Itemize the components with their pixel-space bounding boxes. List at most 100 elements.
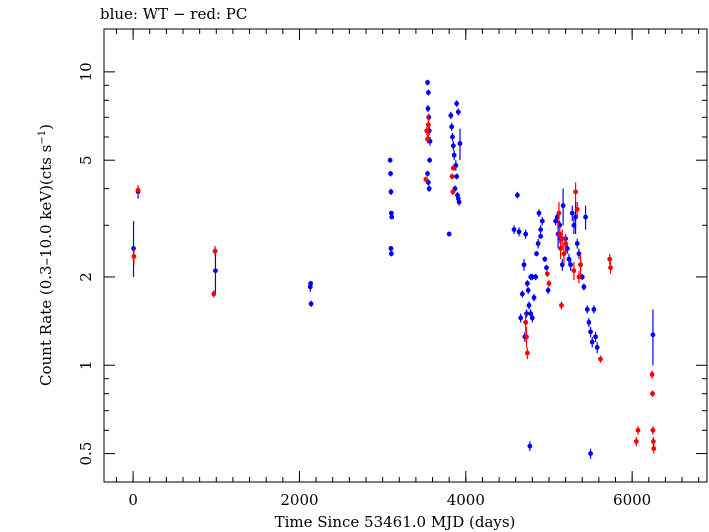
data-point — [523, 319, 529, 325]
data-point — [518, 315, 524, 321]
data-point — [535, 241, 541, 246]
data-point — [449, 174, 455, 179]
data-point — [574, 241, 580, 246]
data-point — [542, 256, 548, 262]
data-point — [426, 186, 432, 192]
y-axis-ticks: 0.5 1 2 5 10 — [77, 62, 707, 483]
data-point — [451, 152, 457, 158]
data-point — [455, 109, 461, 115]
y-tick-label: 1 — [77, 360, 95, 370]
x-tick-label: 4000 — [447, 491, 485, 509]
data-point — [574, 206, 580, 212]
data-series — [131, 79, 657, 459]
data-point — [427, 157, 433, 163]
plot-frame — [103, 28, 708, 483]
data-point — [387, 157, 393, 163]
data-point — [425, 90, 431, 95]
data-point — [425, 122, 431, 128]
data-point — [450, 165, 456, 171]
data-point — [569, 210, 575, 216]
y-tick-label: 10 — [77, 62, 95, 81]
data-point — [651, 446, 657, 451]
data-point — [388, 189, 394, 195]
data-point — [578, 262, 583, 268]
data-point — [559, 236, 565, 242]
data-point — [568, 262, 573, 268]
data-point — [544, 271, 550, 277]
data-point — [529, 274, 535, 280]
data-point — [533, 274, 539, 280]
data-point — [571, 268, 577, 274]
series-pc — [131, 113, 657, 454]
data-point — [588, 329, 593, 335]
y-tick-label: 0.5 — [77, 442, 95, 466]
data-point — [583, 214, 588, 220]
data-point — [539, 218, 545, 224]
data-point — [584, 307, 590, 312]
data-point — [594, 345, 600, 350]
data-point — [633, 439, 639, 444]
data-point — [545, 287, 551, 293]
chart-title: blue: WT − red: PC — [100, 5, 247, 23]
data-point — [511, 227, 517, 232]
data-point — [581, 284, 587, 290]
y-axis-label: Count Rate (0.3–10.0 keV)(cts s−1) — [37, 124, 55, 386]
data-point — [135, 187, 141, 193]
data-point — [546, 281, 552, 286]
data-point — [538, 233, 544, 239]
data-point — [573, 189, 578, 195]
data-point — [212, 248, 218, 254]
y-axis-label-superscript: −1 — [37, 130, 48, 145]
data-point — [586, 319, 592, 325]
data-point — [388, 246, 394, 251]
data-point — [559, 302, 564, 308]
data-point — [544, 265, 549, 271]
data-point — [425, 80, 430, 85]
x-axis-label: Time Since 53461.0 MJD (days) — [275, 513, 516, 531]
y-axis-label-end: ) — [37, 124, 55, 130]
data-point — [450, 134, 455, 140]
data-point — [556, 210, 562, 216]
data-point — [308, 281, 314, 286]
x-tick-label: 0 — [128, 491, 138, 509]
data-point — [388, 210, 394, 216]
data-point — [449, 124, 455, 130]
data-point — [650, 427, 656, 433]
data-point — [560, 203, 566, 209]
data-point — [593, 334, 598, 340]
data-point — [524, 281, 530, 286]
data-point — [388, 171, 393, 177]
data-point — [457, 141, 463, 146]
data-point — [588, 451, 593, 456]
x-axis-ticks: 0 2000 4000 6000 — [115, 29, 700, 509]
data-point — [524, 334, 529, 340]
data-point — [389, 214, 395, 220]
data-point — [514, 192, 520, 198]
data-point — [450, 189, 456, 195]
data-point — [308, 301, 314, 307]
data-point — [388, 251, 394, 257]
data-point — [131, 253, 137, 259]
data-point — [521, 262, 527, 268]
data-point — [531, 295, 537, 301]
data-point — [454, 101, 460, 106]
data-point — [425, 136, 430, 142]
data-point — [448, 113, 454, 118]
data-point — [523, 231, 529, 237]
data-point — [529, 315, 535, 321]
data-point — [536, 210, 542, 216]
data-point — [563, 241, 569, 246]
data-point — [538, 227, 544, 232]
data-point — [589, 339, 595, 345]
data-point — [524, 311, 529, 316]
data-point — [425, 171, 430, 177]
data-point — [213, 268, 218, 274]
data-point — [456, 199, 462, 205]
data-point — [527, 443, 533, 449]
data-point — [650, 391, 655, 397]
data-point — [534, 251, 539, 257]
data-point — [649, 372, 655, 377]
data-point — [450, 143, 456, 149]
data-point — [598, 356, 603, 362]
